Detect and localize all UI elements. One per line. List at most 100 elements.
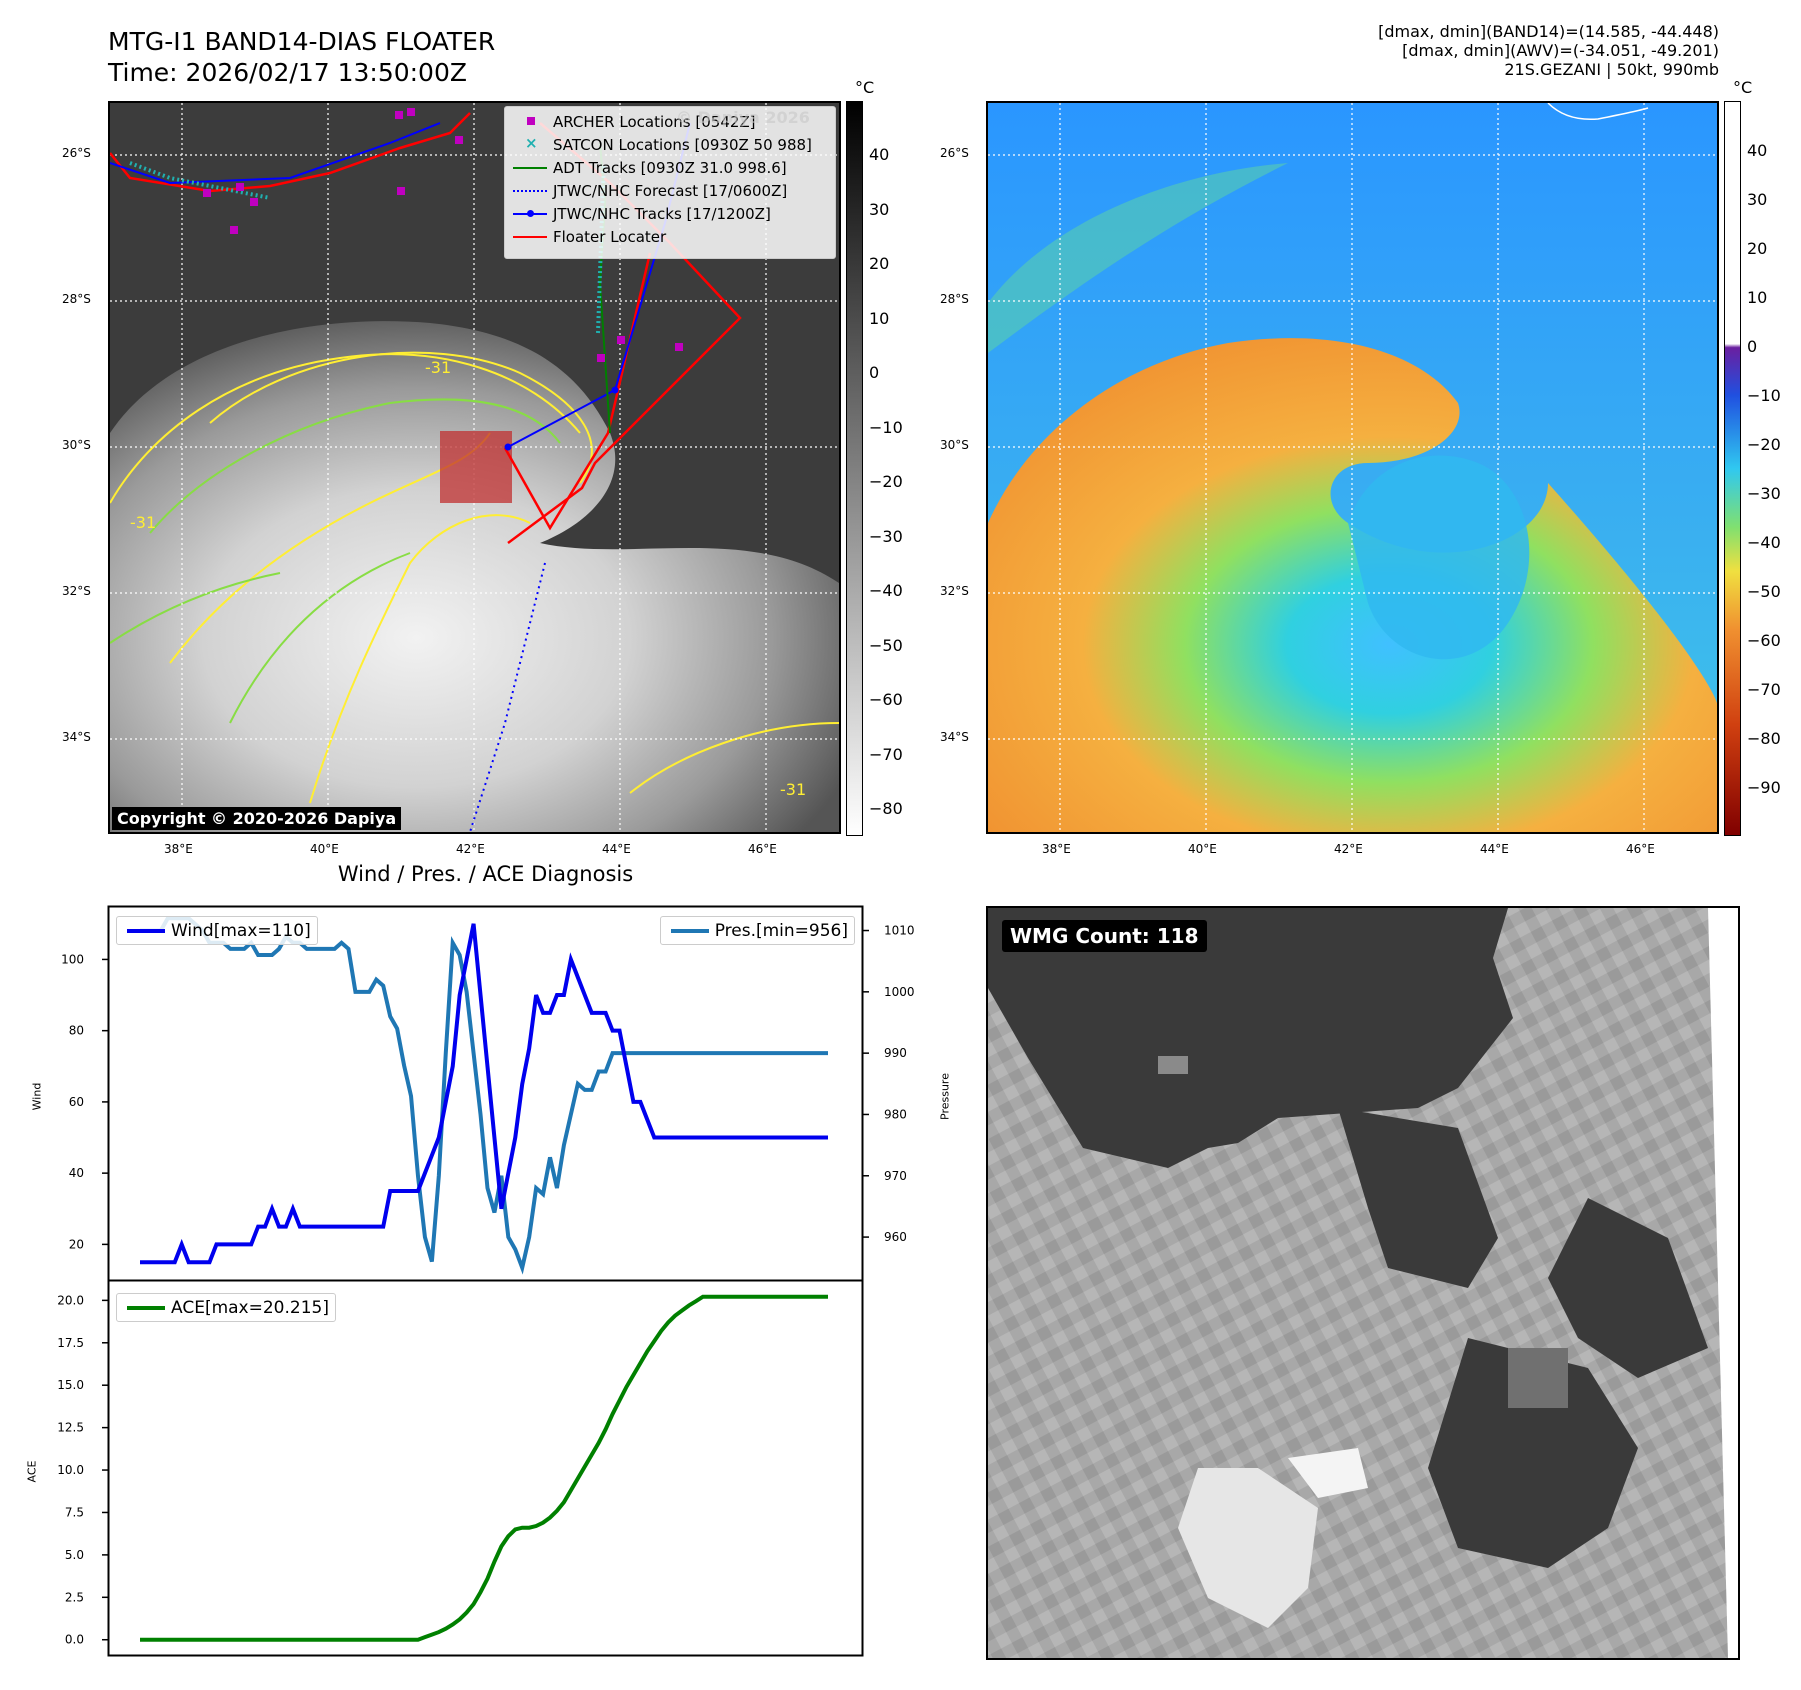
ace-legend: ACE[max=20.215] xyxy=(116,1293,336,1322)
info-line-1: [dmax, dmin](BAND14)=(14.585, -44.448) xyxy=(1378,22,1719,41)
ace-chart: 0.0 2.5 5.0 7.5 10.0 12.5 15.0 17.5 20.0 xyxy=(57,1279,864,1657)
jtwc-forecast xyxy=(469,562,546,832)
forecast-dotted-icon xyxy=(509,179,553,202)
jtwc-track-history xyxy=(110,122,441,185)
legend-label: ARCHER Locations [0542Z] xyxy=(553,112,756,131)
colorbar-tick-label: −20 xyxy=(1747,435,1781,454)
legend-label: ADT Tracks [0930Z 31.0 998.6] xyxy=(553,158,787,177)
colorbar-tick-label: −20 xyxy=(869,472,903,491)
legend-label: Floater Locater xyxy=(553,227,667,246)
title-line-2: Time: 2026/02/17 13:50:00Z xyxy=(108,58,467,87)
legend-item-satcon: × SATCON Locations [0930Z 50 988] xyxy=(509,133,835,156)
pressure-y-tick-label: 990 xyxy=(884,1046,907,1060)
wind-y-tick-label: 60 xyxy=(69,1095,84,1109)
colorbar-tick-label: −70 xyxy=(869,744,903,764)
legend-label: Wind[max=110] xyxy=(171,920,311,941)
lon-tick: 42°E xyxy=(456,842,485,856)
colorbar-tick-label: 20 xyxy=(1747,239,1768,258)
satcon-marker-icon: × xyxy=(525,134,538,152)
colorbar-tick-label: −40 xyxy=(1747,533,1781,552)
pressure-y-tick-label: 1000 xyxy=(884,985,915,999)
colorbar-tick-label: −40 xyxy=(869,581,903,600)
colorbar-tick-label: 0 xyxy=(1747,337,1758,356)
contour-green-1 xyxy=(149,398,561,534)
colorbar-tick-label: 10 xyxy=(1747,288,1768,307)
ace-axis-title: ACE xyxy=(25,1460,39,1483)
contour-label: -31 xyxy=(780,780,806,799)
lat-tick: 30°S xyxy=(940,438,969,452)
pressure-series-line xyxy=(140,916,828,1275)
pressure-y-tick-label: 960 xyxy=(884,1230,907,1244)
wv-cloud-shield xyxy=(988,338,1717,832)
wmg-bright-region xyxy=(1288,1448,1368,1498)
wv-eye-region xyxy=(1348,455,1530,660)
wmg-mid-region xyxy=(1158,1056,1188,1074)
legend-item-archer: ARCHER Locations [0542Z] xyxy=(509,110,835,133)
pressure-line-icon xyxy=(667,919,715,942)
satcon-points xyxy=(129,161,271,200)
ace-plot-frame xyxy=(107,1279,864,1657)
ir-colorbar xyxy=(846,101,863,836)
wind-y-tick-label: 20 xyxy=(69,1237,84,1251)
colorbar-tick-label: −80 xyxy=(869,799,903,818)
floater-track-history xyxy=(110,112,471,193)
copyright: Copyright © 2020-2026 Dapiya xyxy=(112,807,402,830)
wmg-mid-region xyxy=(1508,1348,1568,1408)
ace-y-tick-label: 5.0 xyxy=(65,1548,84,1562)
colorbar-tick-label: −10 xyxy=(1747,386,1781,405)
storm-info: [dmax, dmin](BAND14)=(14.585, -44.448) [… xyxy=(1378,22,1719,79)
chart-title: MTG-I1 BAND14-DIAS FLOATER Time: 2026/02… xyxy=(108,26,495,88)
wmg-image xyxy=(988,908,1738,1658)
legend-item-adt: ADT Tracks [0930Z 31.0 998.6] xyxy=(509,156,835,179)
floater-line-icon xyxy=(509,225,553,248)
ace-y-tick-label: 2.5 xyxy=(65,1590,84,1604)
wv-colorbar-unit: °C xyxy=(1733,78,1753,97)
wind-axis-title: Wind xyxy=(30,1082,44,1111)
pressure-legend: Pres.[min=956] xyxy=(659,916,855,945)
colorbar-tick-label: −90 xyxy=(1747,778,1781,797)
info-line-2: [dmax, dmin](AWV)=(-34.051, -49.201) xyxy=(1402,41,1719,60)
jtwc-track-point xyxy=(611,386,619,394)
ir-map-panel: -31 -31 -31 xyxy=(108,101,841,834)
colorbar-tick-label: −70 xyxy=(1747,680,1781,699)
colorbar-tick-label: 40 xyxy=(869,145,890,164)
title-line-1: MTG-I1 BAND14-DIAS FLOATER xyxy=(108,27,496,56)
legend-label: JTWC/NHC Tracks [17/1200Z] xyxy=(553,204,771,223)
wmg-dark-region xyxy=(1548,1198,1708,1378)
colorbar-tick-label: −80 xyxy=(1747,729,1781,748)
ace-y-tick-label: 10.0 xyxy=(57,1463,84,1477)
colorbar-tick-label: −50 xyxy=(1747,582,1781,601)
ace-y-tick-label: 0.0 xyxy=(65,1633,84,1647)
watermark: © Dapiya 2026 xyxy=(676,108,810,127)
contour-yellow-5 xyxy=(629,722,839,794)
legend-item-wind: Wind[max=110] xyxy=(123,919,311,942)
legend-label: SATCON Locations [0930Z 50 988] xyxy=(553,135,812,154)
ir-colorbar-unit: °C xyxy=(855,78,875,97)
track-line-dot-icon xyxy=(509,202,553,225)
wmg-count-label: WMG Count: 118 xyxy=(1002,920,1207,952)
lon-tick: 42°E xyxy=(1334,842,1363,856)
wmg-edge xyxy=(1708,908,1738,1658)
contour-green-3 xyxy=(110,572,281,644)
wv-map-panel xyxy=(986,101,1719,834)
wmg-panel: WMG Count: 118 xyxy=(986,906,1740,1660)
pressure-y-tick-label: 980 xyxy=(884,1107,907,1121)
legend-label: JTWC/NHC Forecast [17/0600Z] xyxy=(553,181,788,200)
lon-tick: 46°E xyxy=(748,842,777,856)
wv-map xyxy=(988,103,1717,832)
pressure-axis-title: Pressure xyxy=(938,1073,952,1120)
wmg-bright-region xyxy=(1178,1468,1318,1628)
ace-line-icon xyxy=(123,1296,171,1319)
colorbar-tick-label: 20 xyxy=(869,254,890,273)
colorbar-tick-label: −60 xyxy=(1747,631,1781,650)
diagnosis-title: Wind / Pres. / ACE Diagnosis xyxy=(337,862,634,886)
wmg-dark-region xyxy=(988,908,1513,1168)
wind-legend: Wind[max=110] xyxy=(116,916,318,945)
colorbar-tick-label: 0 xyxy=(869,363,880,382)
lon-tick: 38°E xyxy=(1042,842,1071,856)
colorbar-tick-label: −30 xyxy=(869,526,903,546)
lat-tick: 26°S xyxy=(62,146,91,160)
pressure-y-tick-label: 1010 xyxy=(884,924,915,938)
lat-tick: 34°S xyxy=(62,730,91,744)
pressure-y-tick-label: 970 xyxy=(884,1169,907,1183)
